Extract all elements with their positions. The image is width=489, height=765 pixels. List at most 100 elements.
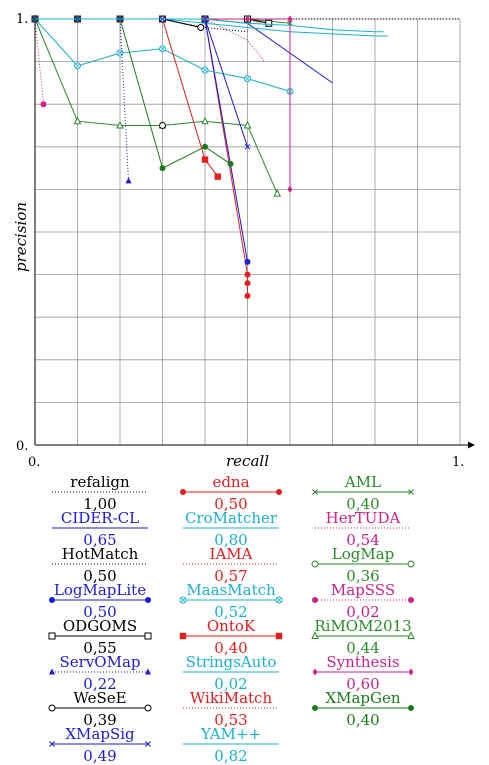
series-cider-cl — [35, 18, 333, 84]
legend-entry-stringsauto: StringsAuto 0,02 — [171, 654, 291, 692]
legend-entry-logmap: LogMap 0,36 — [303, 546, 423, 584]
legend-swatch — [183, 706, 279, 712]
legend-entry-servomap: ServOMap 0,22 — [40, 654, 160, 692]
legend-marker — [408, 668, 414, 676]
legend-name: LogMap — [331, 545, 395, 563]
legend: refalign 1,00 edna 0,50 AML 0,40 CIDER-CL 0,65 C… — [0, 470, 489, 764]
series-line-edna — [35, 18, 248, 296]
legend-marker — [49, 741, 55, 747]
data-point-edna — [244, 271, 251, 278]
legend-marker — [407, 631, 415, 639]
legend-name: WeSeE — [73, 689, 127, 707]
legend-swatch — [49, 741, 151, 748]
legend-name: XMapSig — [65, 725, 135, 743]
legend-score: 0,57 — [214, 567, 248, 585]
series-line-cider-cl — [35, 18, 333, 84]
legend-marker — [144, 704, 152, 712]
legend-score: 0,82 — [214, 747, 248, 765]
legend-entry-hertuda: HerTUDA 0,54 — [303, 510, 423, 548]
legend-entry-iama: IAMA 0,57 — [171, 546, 291, 584]
data-point-wesee — [197, 24, 205, 32]
legend-score: 0,40 — [346, 711, 380, 729]
legend-entry-xmapsig: XMapSig 0,49 — [40, 726, 160, 764]
legend-name: Synthesis — [326, 653, 400, 671]
x-tick-label: 1. — [452, 455, 464, 470]
legend-marker — [407, 560, 415, 568]
legend-score: 0,22 — [83, 675, 117, 693]
data-point-maasmatch — [159, 45, 166, 53]
data-point-xmapgen — [227, 160, 234, 167]
legend-entry-hotmatch: HotMatch 0,50 — [40, 546, 160, 584]
legend-entry-wikimatch: WikiMatch 0,53 — [171, 690, 291, 728]
data-point-rimom2013 — [73, 116, 82, 125]
legend-swatch — [52, 562, 148, 568]
data-point-xmapgen — [159, 165, 166, 172]
legend-name: YAM++ — [200, 725, 262, 743]
data-point-logmaplite — [244, 258, 251, 265]
legend-entry-refalign: refalign 1,00 — [40, 474, 160, 512]
axes — [34, 15, 475, 449]
legend-name: HerTUDA — [325, 509, 401, 527]
legend-entry-rimom2013: RiMOM2013 0,44 — [303, 618, 423, 656]
legend-marker — [48, 704, 56, 712]
legend-swatch — [315, 526, 411, 532]
legend-name: StringsAuto — [185, 653, 277, 671]
legend-score: 0,52 — [214, 603, 248, 621]
series-line-mapsss — [34, 18, 44, 105]
legend-score: 0,65 — [83, 531, 117, 549]
legend-name: refalign — [70, 473, 130, 491]
x-tick-label: 0. — [28, 455, 40, 470]
legend-swatch — [183, 526, 279, 532]
legend-score: 0,02 — [214, 675, 248, 693]
legend-score: 0,50 — [214, 495, 248, 513]
legend-name: LogMapLite — [53, 581, 147, 599]
x-axis-title: recall — [226, 452, 269, 470]
legend-swatch — [48, 632, 152, 640]
legend-swatch — [49, 668, 151, 676]
legend-name: RiMOM2013 — [314, 617, 412, 635]
legend-name: MaasMatch — [186, 581, 276, 599]
legend-name: HotMatch — [61, 545, 139, 563]
series-line-rimom2013 — [34, 18, 278, 194]
legend-swatch — [180, 489, 282, 496]
series-layer — [31, 14, 460, 299]
legend-swatch — [48, 704, 152, 712]
legend-swatch — [49, 597, 151, 604]
legend-score: 0,50 — [83, 603, 117, 621]
data-point-synthesis — [287, 185, 293, 193]
legend-entry-maasmatch: MaasMatch 0,52 — [171, 582, 291, 620]
legend-swatch — [179, 632, 283, 640]
legend-marker — [312, 668, 318, 676]
data-point-rimom2013 — [116, 120, 124, 129]
grid — [34, 18, 461, 446]
series-xmapgen — [32, 16, 234, 172]
legend-name: edna — [212, 473, 250, 491]
precision-recall-chart: 0. 1. 0. 1. recall precision — [12, 12, 475, 470]
legend-entry-cider-cl: CIDER-CL 0,65 — [40, 510, 160, 548]
legend-score: 0,55 — [83, 639, 117, 657]
legend-name: MapSSS — [330, 581, 396, 599]
legend-entry-cromatcher: CroMatcher 0,80 — [171, 510, 291, 548]
series-line-yam — [35, 18, 384, 33]
legend-score: 0,40 — [346, 495, 380, 513]
y-tick-label: 1. — [16, 12, 28, 27]
series-cromatcher — [35, 18, 388, 37]
legend-marker — [312, 489, 318, 495]
series-yam — [35, 18, 384, 33]
legend-entry-xmapgen: XMapGen 0,40 — [303, 690, 423, 728]
data-point-xmapgen — [202, 143, 208, 150]
y-axis-title: precision — [12, 202, 30, 272]
legend-name: OntoK — [206, 617, 256, 635]
data-point-xmapsig — [244, 143, 251, 150]
legend-entry-wesee: WeSeE 0,39 — [40, 690, 160, 728]
legend-swatch — [183, 742, 279, 748]
data-point-mapsss — [40, 101, 47, 108]
legend-score: 0,60 — [346, 675, 380, 693]
legend-score: 0,80 — [214, 531, 248, 549]
series-line-cromatcher — [35, 18, 388, 37]
series-hotmatch — [35, 18, 248, 33]
legend-swatch — [312, 668, 414, 676]
data-point-edna — [244, 292, 251, 299]
legend-swatch — [312, 705, 414, 712]
series-line-servomap — [35, 18, 129, 181]
